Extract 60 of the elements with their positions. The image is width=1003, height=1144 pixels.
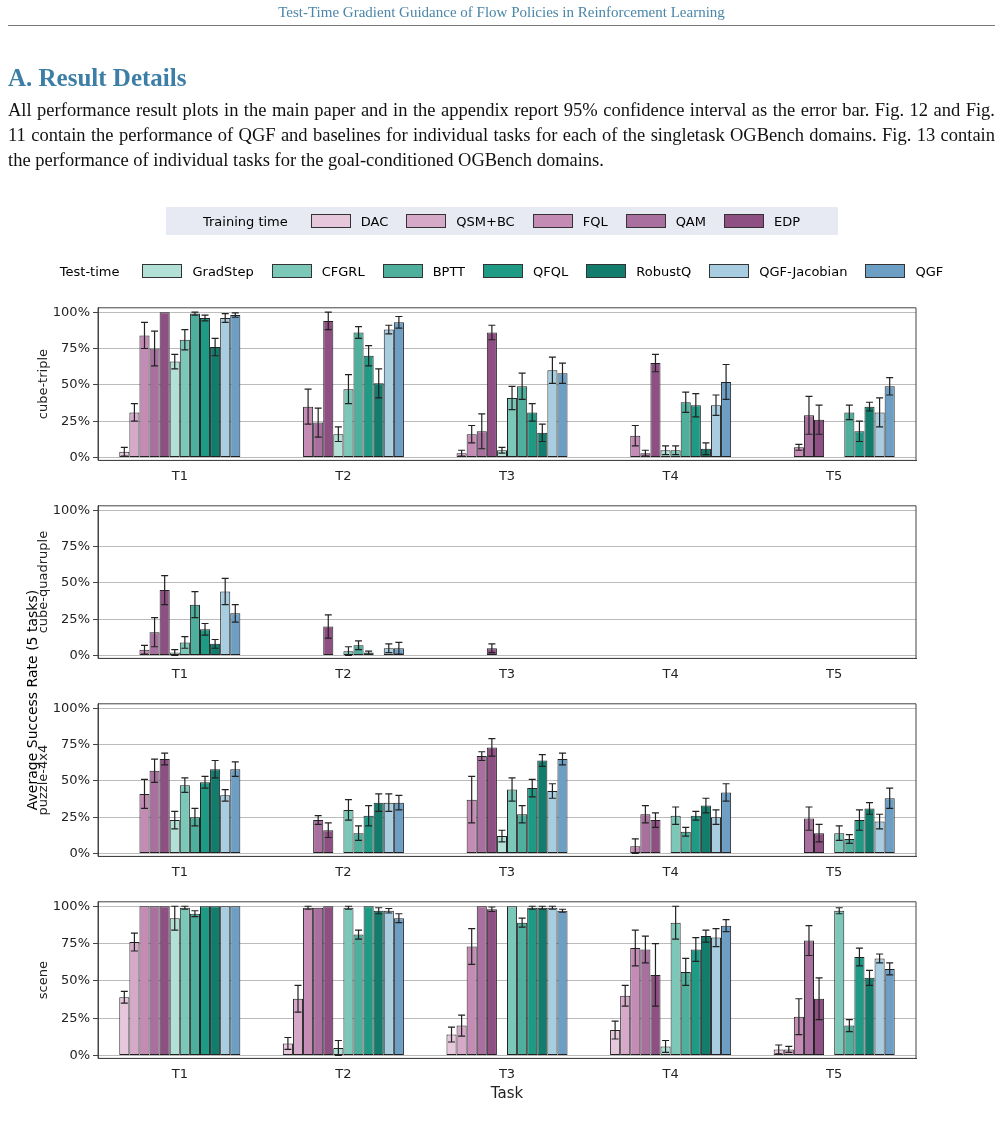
y-tick-label: 0% xyxy=(69,1046,90,1062)
x-tick-label: T5 xyxy=(825,467,843,483)
text: All performance result plots in the main paper and in the appendix report 95% confidence interval as the error bar. Fig. 12 and Fig. 11 contain the performance of QGF and baselines for individual tasks for each of the singletask OGBench domains. Fig. 13 contain the performance of individual tasks for the goal-conditioned OGBench domains. xyxy=(8,99,995,172)
x-tick-label: T2 xyxy=(334,1065,352,1081)
x-tick-label: T1 xyxy=(170,863,188,879)
text: Test-time xyxy=(59,263,120,279)
y-tick-label: 75% xyxy=(61,339,90,355)
legend-label: RobustQ xyxy=(636,263,692,279)
legend-label: QSM+BC xyxy=(456,213,515,229)
x-tick-label: T1 xyxy=(170,665,188,681)
text: Training time xyxy=(202,213,288,229)
legend-label: GradStep xyxy=(192,263,254,279)
y-axis-title: scene xyxy=(35,961,51,1000)
x-tick-label: T2 xyxy=(334,467,352,483)
x-tick-label: T4 xyxy=(661,665,679,681)
x-tick-label: T3 xyxy=(497,665,516,681)
x-tick-label: T5 xyxy=(825,665,843,681)
y-tick-label: 25% xyxy=(61,808,90,824)
text: Test-Time Gradient Guidance of Flow Policies in Reinforcement Learning xyxy=(8,0,995,26)
y-tick-label: 50% xyxy=(61,772,90,788)
legend-label: FQL xyxy=(582,213,608,229)
x-tick-label: T4 xyxy=(661,1065,679,1081)
legend-label: QGF-Jacobian xyxy=(759,263,848,279)
y-tick-label: 75% xyxy=(61,934,90,950)
y-tick-label: 50% xyxy=(61,574,90,590)
legend-label: CFGRL xyxy=(321,263,365,279)
y-tick-label: 75% xyxy=(61,735,90,751)
legend-label: QGF xyxy=(915,263,944,279)
x-tick-label: T1 xyxy=(170,1065,188,1081)
x-tick-label: T3 xyxy=(497,467,516,483)
legend-label: QAM xyxy=(675,213,706,229)
x-tick-label: T4 xyxy=(661,863,679,879)
y-tick-label: 0% xyxy=(69,646,90,662)
x-axis-title: Task xyxy=(489,1083,524,1102)
x-tick-label: T5 xyxy=(825,1065,843,1081)
text: A. Result Details xyxy=(8,64,188,92)
y-tick-label: 100% xyxy=(52,303,90,319)
y-tick-label: 0% xyxy=(69,844,90,860)
y-tick-label: 100% xyxy=(52,897,90,913)
legend-label: DAC xyxy=(360,213,389,229)
y-tick-label: 100% xyxy=(52,699,90,715)
x-tick-label: T2 xyxy=(334,863,352,879)
y-tick-label: 25% xyxy=(61,1009,90,1025)
x-tick-label: T5 xyxy=(825,863,843,879)
legend-label: BPTT xyxy=(432,263,466,279)
y-tick-label: 0% xyxy=(69,448,90,464)
y-tick-label: 75% xyxy=(61,537,90,553)
x-tick-label: T1 xyxy=(170,467,188,483)
x-tick-label: T3 xyxy=(497,1065,516,1081)
x-tick-label: T2 xyxy=(334,665,352,681)
y-axis-title: cube-triple xyxy=(35,348,51,420)
y-tick-label: 50% xyxy=(61,972,90,988)
x-tick-label: T3 xyxy=(497,863,516,879)
y-tick-label: 100% xyxy=(52,501,90,517)
legend-label: QFQL xyxy=(533,263,569,279)
y-tick-label: 25% xyxy=(61,610,90,626)
x-tick-label: T4 xyxy=(661,467,679,483)
y-tick-label: 25% xyxy=(61,412,90,428)
legend-label: EDP xyxy=(773,213,801,229)
y-tick-label: 50% xyxy=(61,376,90,392)
